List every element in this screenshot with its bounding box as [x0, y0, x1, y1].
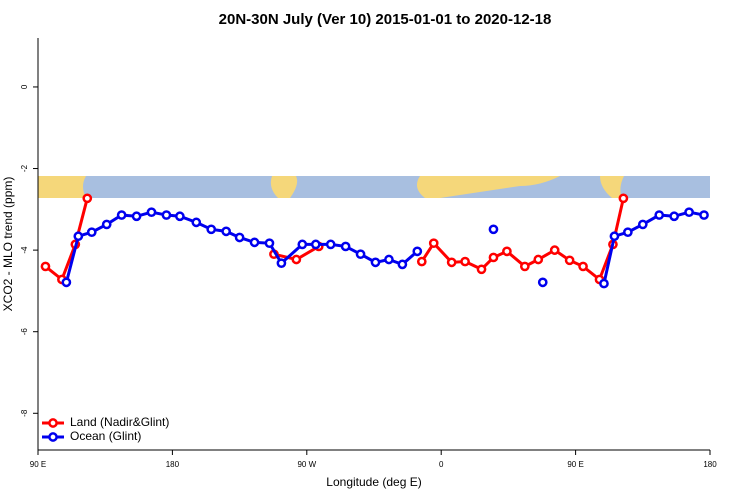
data-point	[161, 210, 172, 220]
data-point	[370, 257, 381, 268]
data-point	[276, 258, 287, 269]
data-point	[191, 217, 202, 228]
map-land	[600, 176, 624, 198]
y-tick-label: -2	[20, 164, 29, 172]
data-point	[699, 210, 709, 220]
data-point	[416, 256, 427, 267]
y-tick-label: -8	[20, 409, 29, 417]
data-point	[460, 256, 470, 267]
legend-label: Ocean (Glint)	[70, 429, 141, 443]
data-point	[61, 277, 72, 288]
data-point	[533, 254, 544, 265]
x-tick-label: 180	[703, 460, 717, 469]
data-point	[502, 246, 512, 257]
data-point	[623, 227, 633, 238]
data-point	[488, 252, 499, 263]
data-point	[206, 224, 217, 235]
data-point	[564, 255, 575, 266]
legend-marker	[48, 418, 58, 428]
map-land	[270, 176, 298, 198]
data-point	[40, 261, 51, 272]
data-point	[412, 246, 423, 257]
data-point	[116, 210, 127, 220]
data-point	[446, 257, 457, 268]
data-point	[234, 232, 245, 243]
data-point	[86, 227, 97, 238]
data-point	[73, 231, 84, 242]
data-point	[249, 237, 260, 248]
data-point	[654, 210, 665, 220]
data-point	[310, 239, 321, 250]
data-point	[297, 239, 308, 250]
legend-marker	[48, 432, 58, 442]
y-tick-label: -4	[20, 246, 29, 254]
data-point	[82, 193, 93, 204]
data-point	[549, 245, 560, 255]
map-strip	[38, 176, 710, 198]
y-tick-label: -6	[20, 328, 29, 336]
data-point	[221, 226, 232, 237]
data-point	[519, 261, 530, 272]
x-tick-label: 180	[166, 460, 180, 469]
data-point	[637, 219, 648, 230]
series-line	[44, 197, 625, 282]
data-point	[669, 211, 680, 222]
data-point	[397, 259, 408, 270]
x-tick-label: 90 E	[567, 460, 583, 469]
data-point	[325, 239, 336, 250]
data-point	[384, 254, 394, 265]
data-point	[578, 261, 588, 272]
x-tick-label: 90 E	[30, 460, 46, 469]
data-point	[101, 219, 112, 230]
data-point	[175, 211, 185, 222]
data-point	[264, 238, 275, 249]
legend-label: Land (Nadir&Glint)	[70, 415, 169, 429]
data-point	[291, 254, 302, 265]
data-point	[131, 211, 142, 222]
data-point	[428, 238, 439, 249]
map-land	[38, 176, 86, 198]
map-land	[416, 176, 560, 198]
data-point	[355, 249, 366, 260]
x-tick-label: 0	[439, 460, 444, 469]
data-point	[488, 224, 499, 235]
data-point	[684, 207, 694, 218]
x-axis-label: Longitude (deg E)	[326, 475, 421, 489]
series-line	[64, 210, 705, 284]
data-point	[618, 193, 629, 204]
y-tick-label: 0	[20, 84, 29, 89]
data-point	[476, 264, 487, 275]
data-point	[340, 241, 351, 252]
data-point	[599, 278, 609, 289]
data-point	[146, 207, 157, 218]
chart-title: 20N-30N July (Ver 10) 2015-01-01 to 2020…	[219, 11, 552, 28]
data-point	[609, 231, 620, 242]
y-axis-label: XCO2 - MLO trend (ppm)	[1, 177, 15, 312]
x-tick-label: 90 W	[297, 460, 316, 469]
data-point	[537, 277, 548, 288]
